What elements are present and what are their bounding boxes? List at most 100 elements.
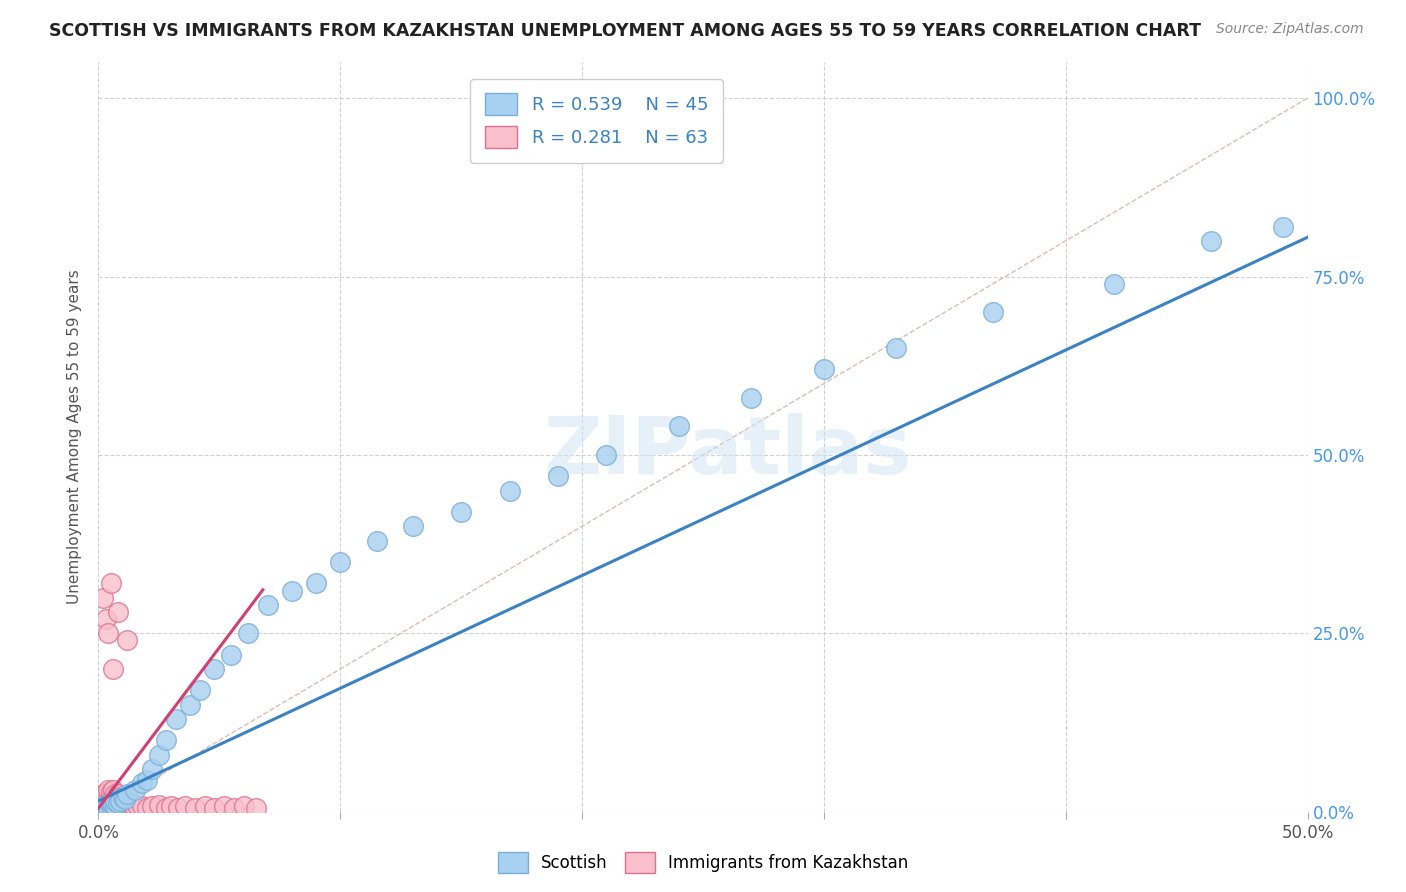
- Point: [118, 797, 141, 812]
- Point: [329, 555, 352, 569]
- Point: [498, 483, 520, 498]
- Point: [100, 801, 122, 815]
- Point: [91, 801, 114, 815]
- Point: [204, 801, 226, 815]
- Legend: R = 0.539    N = 45, R = 0.281    N = 63: R = 0.539 N = 45, R = 0.281 N = 63: [470, 79, 723, 162]
- Point: [212, 799, 235, 814]
- Point: [91, 787, 114, 801]
- Point: [100, 801, 122, 815]
- Point: [1272, 219, 1295, 234]
- Point: [107, 787, 129, 801]
- Point: [94, 801, 117, 815]
- Point: [141, 762, 163, 776]
- Point: [111, 797, 134, 812]
- Point: [97, 783, 120, 797]
- Point: [104, 801, 127, 815]
- Point: [111, 790, 134, 805]
- Point: [117, 787, 139, 801]
- Point: [135, 801, 157, 815]
- Point: [100, 799, 122, 814]
- Point: [104, 794, 127, 808]
- Point: [114, 799, 136, 814]
- Point: [232, 799, 254, 814]
- Point: [179, 698, 201, 712]
- Point: [97, 792, 120, 806]
- Point: [108, 801, 131, 815]
- Point: [114, 792, 136, 806]
- Point: [90, 790, 112, 805]
- Point: [167, 801, 190, 815]
- Point: [204, 662, 226, 676]
- Point: [100, 576, 122, 591]
- Point: [91, 801, 114, 815]
- Point: [188, 683, 211, 698]
- Point: [90, 801, 112, 815]
- Point: [174, 799, 197, 814]
- Point: [1199, 234, 1222, 248]
- Point: [97, 626, 120, 640]
- Point: [813, 362, 835, 376]
- Point: [90, 797, 112, 812]
- Point: [740, 391, 762, 405]
- Point: [91, 591, 114, 605]
- Point: [101, 799, 124, 814]
- Point: [222, 801, 245, 815]
- Point: [101, 790, 124, 805]
- Point: [111, 801, 134, 815]
- Point: [104, 794, 127, 808]
- Point: [101, 662, 124, 676]
- Point: [184, 801, 207, 815]
- Point: [104, 797, 127, 812]
- Point: [108, 790, 131, 805]
- Point: [108, 794, 131, 808]
- Point: [97, 796, 120, 810]
- Point: [94, 612, 117, 626]
- Point: [238, 626, 260, 640]
- Point: [148, 797, 170, 812]
- Point: [256, 598, 278, 612]
- Point: [107, 799, 129, 814]
- Point: [245, 801, 267, 815]
- Point: [131, 799, 153, 814]
- Point: [117, 801, 139, 815]
- Point: [155, 733, 177, 747]
- Point: [90, 801, 112, 815]
- Text: ZIPatlas: ZIPatlas: [543, 413, 911, 491]
- Point: [141, 799, 163, 814]
- Point: [94, 799, 117, 814]
- Point: [148, 747, 170, 762]
- Point: [91, 794, 114, 808]
- Point: [107, 605, 129, 619]
- Point: [165, 712, 187, 726]
- Point: [107, 796, 129, 810]
- Point: [94, 797, 117, 812]
- Point: [402, 519, 425, 533]
- Point: [127, 797, 149, 812]
- Point: [100, 796, 122, 810]
- Point: [97, 801, 120, 815]
- Point: [595, 448, 617, 462]
- Point: [450, 505, 472, 519]
- Point: [194, 799, 217, 814]
- Point: [100, 790, 122, 805]
- Point: [104, 787, 127, 801]
- Point: [111, 790, 134, 805]
- Point: [221, 648, 243, 662]
- Point: [97, 801, 120, 815]
- Point: [155, 801, 177, 815]
- Point: [668, 419, 690, 434]
- Point: [94, 797, 117, 812]
- Legend: Scottish, Immigrants from Kazakhstan: Scottish, Immigrants from Kazakhstan: [491, 846, 915, 880]
- Point: [135, 772, 157, 787]
- Point: [101, 796, 124, 810]
- Point: [281, 583, 304, 598]
- Point: [886, 341, 908, 355]
- Point: [117, 794, 139, 808]
- Point: [131, 776, 153, 790]
- Text: SCOTTISH VS IMMIGRANTS FROM KAZAKHSTAN UNEMPLOYMENT AMONG AGES 55 TO 59 YEARS CO: SCOTTISH VS IMMIGRANTS FROM KAZAKHSTAN U…: [49, 22, 1201, 40]
- Point: [124, 801, 146, 815]
- Point: [94, 794, 117, 808]
- Point: [547, 469, 569, 483]
- Point: [121, 799, 143, 814]
- Point: [305, 576, 328, 591]
